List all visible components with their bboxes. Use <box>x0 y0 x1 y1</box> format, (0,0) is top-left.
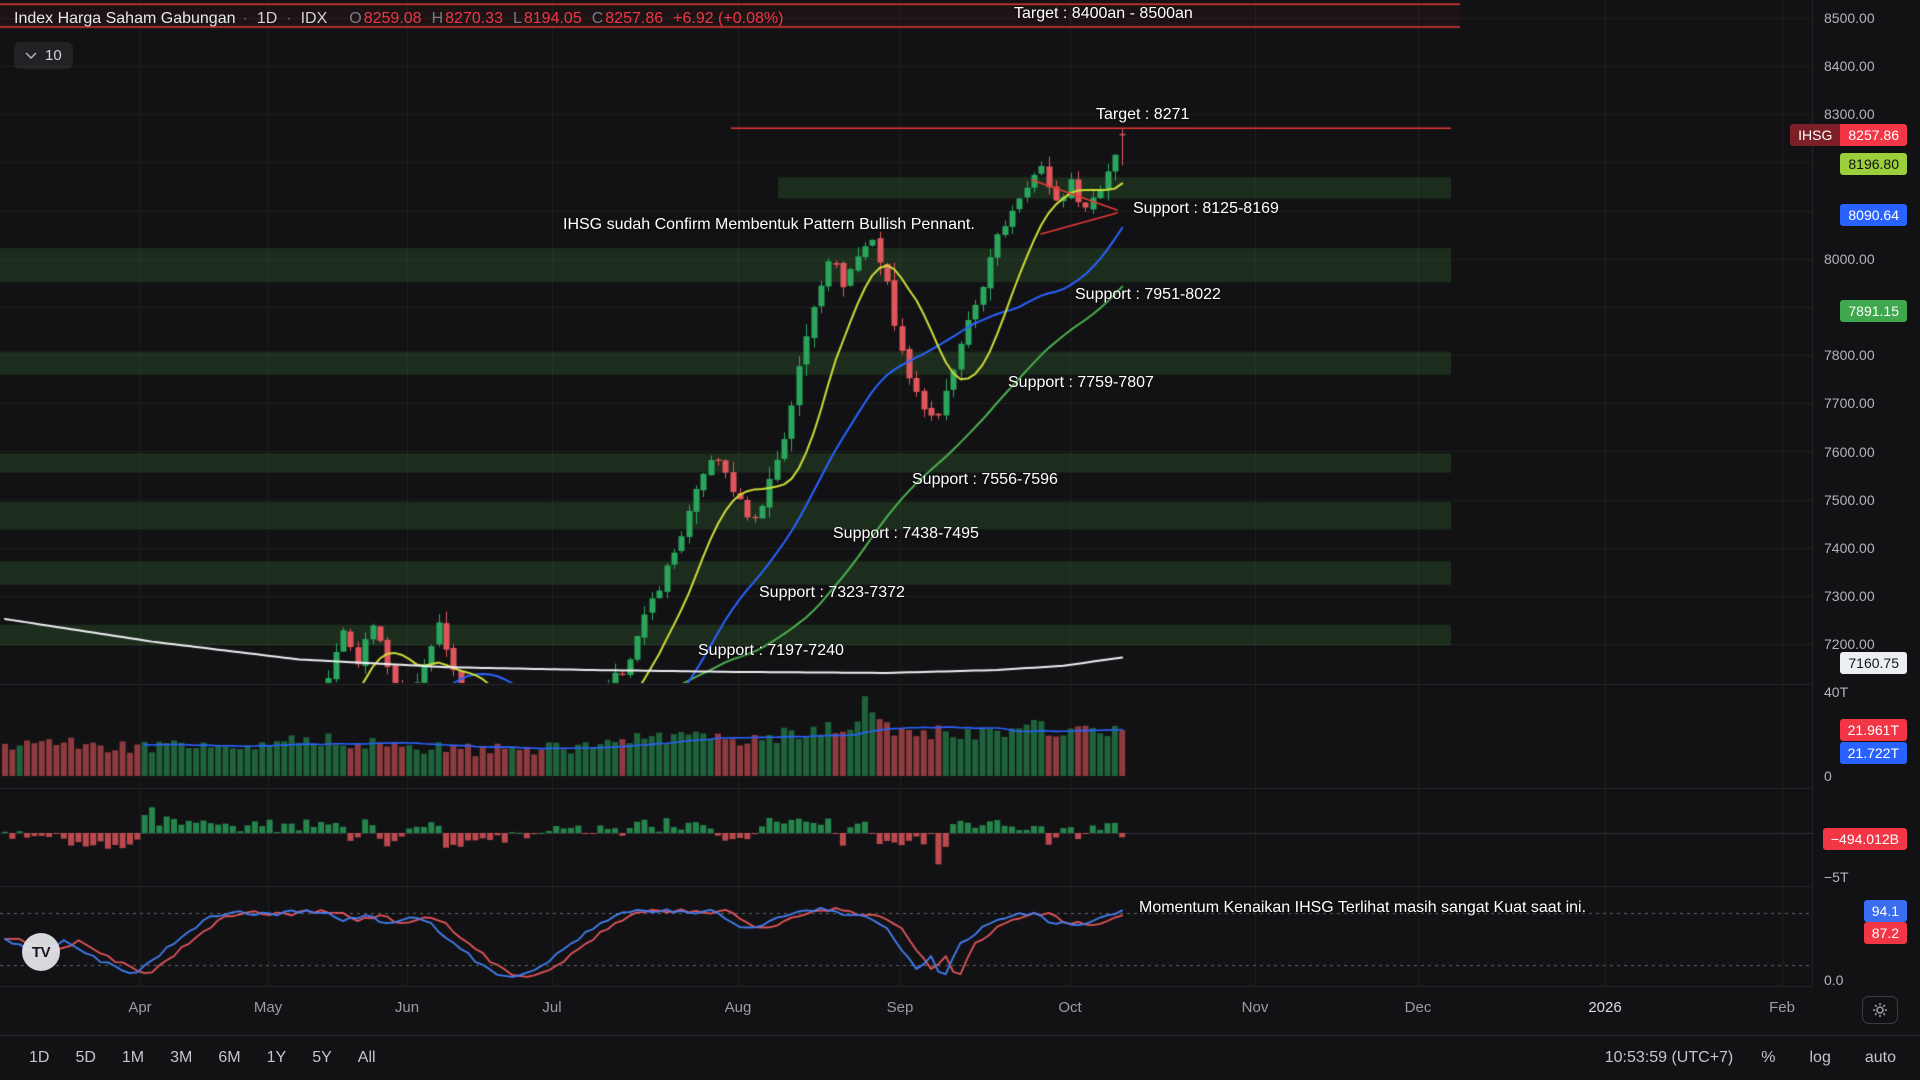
open-value: 8259.08 <box>363 10 422 27</box>
bottom-toolbar: 1D 5D 1M 3M 6M 1Y 5Y All 10:53:59 (UTC+7) % log… <box>0 1035 1920 1080</box>
support-zone-label: Support : 7438-7495 <box>833 525 979 542</box>
change-value: +6.92 (+0.08%) <box>673 10 784 27</box>
open-label: O <box>349 10 362 27</box>
ma-fast-badge: 8196.80 <box>1840 152 1907 176</box>
time-axis-label: Sep <box>886 999 914 1016</box>
range-button-3m[interactable]: 3M <box>159 1044 203 1072</box>
ma-slow-badge: 7891.15 <box>1840 299 1907 323</box>
clock-label[interactable]: 10:53:59 (UTC+7) <box>1604 1049 1734 1066</box>
tradingview-logo[interactable]: TV <box>22 933 60 971</box>
target-label: Target : 8271 <box>1096 106 1190 123</box>
high-label: H <box>431 10 444 27</box>
time-axis-label: Aug <box>724 999 752 1016</box>
volume-ma-badge: 21.722T <box>1839 741 1907 765</box>
percent-scale-button[interactable]: % <box>1755 1045 1781 1071</box>
time-axis-label: 2026 <box>1588 999 1622 1016</box>
price-axis-label: 7400.00 <box>1824 540 1875 556</box>
support-zone-label: Support : 8125-8169 <box>1133 200 1279 217</box>
high-value: 8270.33 <box>445 10 503 27</box>
target-label: Target : 8400an - 8500an <box>1014 5 1193 22</box>
price-axis-label: 7500.00 <box>1824 492 1875 508</box>
time-axis-label: May <box>253 999 283 1016</box>
indicators-group-toggle[interactable]: 10 <box>14 42 73 69</box>
time-axis-label: Apr <box>128 999 152 1016</box>
momentum-note: Momentum Kenaikan IHSG Terlihat masih sa… <box>1139 899 1587 916</box>
close-value: 8257.86 <box>605 10 664 27</box>
symbol-last-price-badge: IHSG 8257.86 <box>1790 123 1907 147</box>
range-button-6m[interactable]: 6M <box>207 1044 251 1072</box>
price-axis[interactable]: 8500.00 8400.00 8300.00 8000.00 7800.00 7700.… <box>1790 0 1920 988</box>
price-axis-label: 7700.00 <box>1824 395 1875 411</box>
range-button-1d[interactable]: 1D <box>18 1044 60 1072</box>
price-axis-label: 8500.00 <box>1824 10 1875 26</box>
price-axis-label: 7200.00 <box>1824 636 1875 652</box>
interval-label[interactable]: 1D <box>256 10 278 27</box>
toolbar-right-group: 10:53:59 (UTC+7) % log auto <box>1605 1045 1902 1071</box>
ma-long-badge: 7160.75 <box>1840 651 1907 675</box>
gear-icon <box>1873 1003 1887 1017</box>
auto-scale-button[interactable]: auto <box>1859 1045 1902 1071</box>
price-axis-label: 8000.00 <box>1824 251 1875 267</box>
close-label: C <box>591 10 604 27</box>
separator-dot: · <box>286 10 292 27</box>
delta-badge: −494.012B <box>1822 827 1907 851</box>
support-zone-label: Support : 7951-8022 <box>1075 286 1221 303</box>
date-range-buttons: 1D 5D 1M 3M 6M 1Y 5Y All <box>18 1044 387 1072</box>
momentum-red-badge: 87.2 <box>1863 921 1907 945</box>
price-axis-label: 8400.00 <box>1824 58 1875 74</box>
volume-badge: 21.961T <box>1839 718 1907 742</box>
separator-dot: · <box>242 10 248 27</box>
price-axis-label: 0 <box>1824 768 1832 784</box>
exchange-label[interactable]: IDX <box>300 10 328 27</box>
low-label: L <box>512 10 522 27</box>
price-axis-label: 7300.00 <box>1824 588 1875 604</box>
range-button-1y[interactable]: 1Y <box>256 1044 298 1072</box>
ma-mid-badge: 8090.64 <box>1840 203 1907 227</box>
symbol-title[interactable]: Index Harga Saham Gabungan <box>14 10 236 27</box>
time-axis-settings-button[interactable] <box>1862 996 1898 1024</box>
pennant-note: IHSG sudah Confirm Membentuk Pattern Bul… <box>563 216 975 233</box>
time-axis-label: Feb <box>1769 999 1795 1016</box>
time-axis-label: Oct <box>1058 999 1082 1016</box>
support-zone-label: Support : 7197-7240 <box>698 642 844 659</box>
price-axis-label: 40T <box>1824 684 1849 700</box>
price-axis-label: −5T <box>1824 869 1849 885</box>
indicator-count: 10 <box>45 47 62 64</box>
time-axis-label: Jul <box>542 999 562 1016</box>
range-button-5y[interactable]: 5Y <box>301 1044 343 1072</box>
time-axis[interactable]: Apr May Jun Jul Aug Sep Oct Nov Dec 2026 Feb <box>0 986 1920 1035</box>
support-zone-label: Support : 7556-7596 <box>912 471 1058 488</box>
range-button-5d[interactable]: 5D <box>64 1044 106 1072</box>
time-axis-label: Jun <box>394 999 420 1016</box>
chevron-down-icon <box>25 51 37 59</box>
range-button-1m[interactable]: 1M <box>111 1044 155 1072</box>
price-axis-label: 7800.00 <box>1824 347 1875 363</box>
log-scale-button[interactable]: log <box>1804 1045 1837 1071</box>
price-axis-label: 8300.00 <box>1824 106 1875 122</box>
price-axis-label: 7600.00 <box>1824 444 1875 460</box>
support-zone-label: Support : 7759-7807 <box>1008 374 1154 391</box>
price-axis-label: 0.0 <box>1824 972 1844 988</box>
range-button-all[interactable]: All <box>347 1044 387 1072</box>
tradingview-logo-text: TV <box>31 943 51 961</box>
time-axis-label: Dec <box>1404 999 1432 1016</box>
ohlc-readout: O 8259.08 H 8270.33 L 8194.05 C 8257.86 +6.9… <box>339 10 783 28</box>
time-axis-label: Nov <box>1241 999 1269 1016</box>
momentum-blue-badge: 94.1 <box>1863 899 1907 923</box>
support-zone-label: Support : 7323-7372 <box>759 584 905 601</box>
low-value: 8194.05 <box>523 10 582 27</box>
